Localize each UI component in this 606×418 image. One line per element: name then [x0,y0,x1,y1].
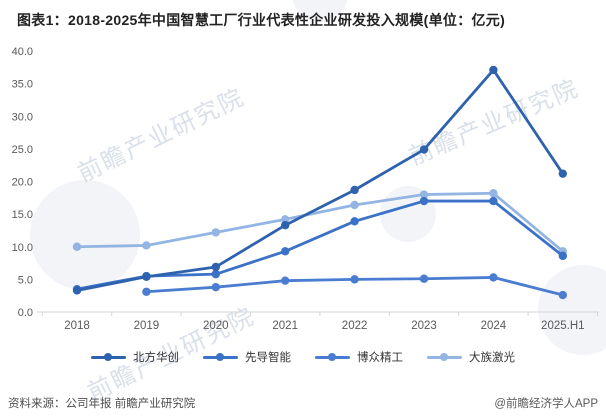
series-point-3 [142,241,151,250]
y-axis-label: 20.0 [12,177,33,189]
y-axis-label: 5.0 [18,274,33,286]
legend-label: 先导智能 [245,352,291,364]
series-point-2 [489,273,498,282]
y-axis-label: 30.0 [12,111,33,123]
chart-legend: 北方华创 先导智能 博众精工 大族激光 [0,349,606,365]
series-point-0 [142,272,151,281]
series-point-3 [419,190,429,199]
series-line-3 [75,191,565,253]
chart-footer: 资料来源：公司年报 前瞻产业研究院 @前瞻经济学人APP [8,395,598,411]
series-point-2 [142,287,151,296]
legend-item-3: 大族激光 [427,349,515,365]
series-point-0 [281,221,290,230]
series-point-0 [558,169,567,178]
series-point-2 [558,290,567,300]
series-point-1 [558,251,567,261]
series-point-0 [211,262,220,272]
series-point-0 [489,65,498,75]
series-point-0 [72,286,82,295]
series-point-1 [281,247,290,256]
y-axis-label: 0.0 [18,307,33,319]
series-point-3 [350,200,359,210]
x-axis-label: 2023 [411,320,437,332]
y-axis-label: 35.0 [12,79,33,91]
watermark-logo-circle [292,0,348,22]
credit-note: @前瞻经济学人APP [494,398,598,410]
legend-label: 大族激光 [469,352,515,364]
x-axis-label: 2025.H1 [541,320,584,332]
series-point-3 [489,189,498,198]
y-axis-label: 10.0 [12,242,33,254]
legend-item-0: 北方华创 [91,349,179,365]
legend-marker-icon [91,353,126,362]
series-point-0 [419,145,429,154]
source-note: 资料来源：公司年报 前瞻产业研究院 [8,398,196,410]
y-axis-label: 40.0 [12,46,33,58]
series-point-2 [281,276,290,285]
series-point-1 [350,217,359,226]
legend-label: 博众精工 [357,352,403,364]
series-point-1 [419,196,429,206]
legend-marker-icon [315,353,350,362]
series-point-0 [350,185,359,195]
series-point-1 [211,269,220,279]
series-point-2 [419,274,429,283]
y-axis-label: 25.0 [12,144,33,156]
legend-marker-icon [203,353,238,362]
series-point-3 [281,215,290,224]
series-point-3 [211,228,220,237]
x-axis-label: 2018 [64,320,90,332]
x-axis-label: 2024 [481,320,507,332]
chart-title: 图表1：2018-2025年中国智慧工厂行业代表性企业研发投入规模(单位：亿元) [17,12,506,28]
x-axis-label: 2022 [342,320,368,332]
y-axis-label: 15.0 [12,209,33,221]
watermark-logo-circle [30,180,140,290]
series-line-0 [75,68,565,292]
watermark-logo-circle [538,265,606,355]
legend-item-2: 博众精工 [315,349,403,365]
series-point-3 [72,242,82,251]
x-axis-label: 2021 [272,320,298,332]
series-point-2 [350,275,359,284]
x-axis-label: 2020 [203,320,229,332]
legend-marker-icon [427,353,462,362]
series-point-1 [489,196,498,206]
legend-item-1: 先导智能 [203,349,291,365]
chart-svg: 0.0 5.0 10.0 15.0 20.0 25.0 30.0 35.0 40.0 2018 20… [12,46,599,332]
series-point-2 [211,283,220,292]
x-axis-label: 2019 [134,320,160,332]
legend-label: 北方华创 [133,352,179,364]
